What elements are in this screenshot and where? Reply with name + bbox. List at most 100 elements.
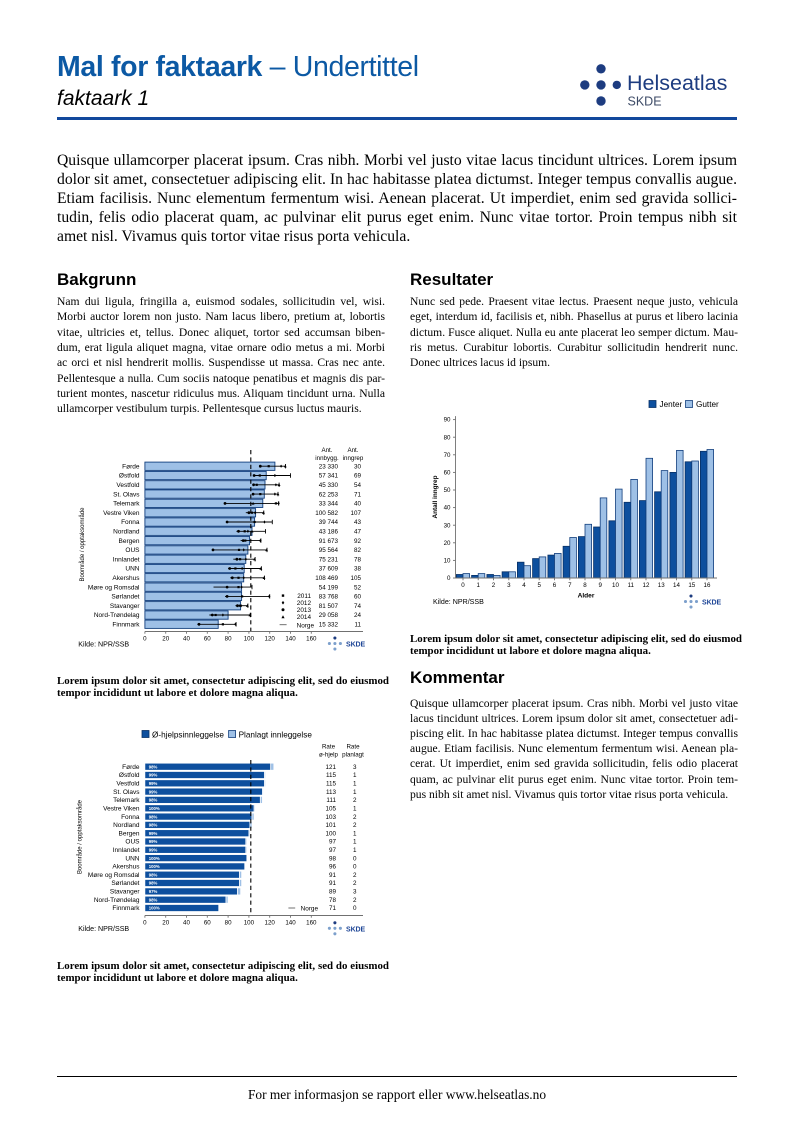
svg-text:Kilde: NPR/SSB: Kilde: NPR/SSB bbox=[433, 598, 484, 606]
svg-text:38: 38 bbox=[354, 566, 362, 573]
svg-text:113: 113 bbox=[326, 789, 337, 796]
svg-text:Nord-Trøndelag: Nord-Trøndelag bbox=[94, 897, 140, 904]
svg-text:2: 2 bbox=[353, 880, 357, 887]
svg-text:Stavanger: Stavanger bbox=[110, 889, 140, 896]
svg-text:98%: 98% bbox=[149, 823, 158, 828]
svg-text:40: 40 bbox=[354, 501, 362, 508]
svg-text:120: 120 bbox=[265, 636, 276, 643]
svg-text:23 330: 23 330 bbox=[319, 463, 339, 470]
svg-text:78: 78 bbox=[354, 556, 362, 563]
svg-text:OUS: OUS bbox=[125, 547, 140, 554]
svg-text:Akershus: Akershus bbox=[112, 575, 140, 582]
svg-text:Kilde: NPR/SSB: Kilde: NPR/SSB bbox=[78, 925, 129, 933]
svg-text:89: 89 bbox=[329, 889, 337, 896]
svg-text:St. Olavs: St. Olavs bbox=[113, 491, 140, 498]
svg-text:91: 91 bbox=[329, 880, 337, 887]
svg-text:120: 120 bbox=[265, 920, 276, 927]
svg-text:Helseatlas: Helseatlas bbox=[627, 71, 727, 95]
svg-text:20: 20 bbox=[162, 636, 169, 643]
svg-text:8: 8 bbox=[583, 582, 587, 589]
svg-text:45 330: 45 330 bbox=[319, 482, 339, 489]
svg-text:43: 43 bbox=[354, 519, 362, 526]
svg-text:0: 0 bbox=[353, 855, 357, 862]
svg-text:SKDE: SKDE bbox=[628, 95, 662, 109]
svg-text:96: 96 bbox=[329, 864, 337, 871]
svg-text:Boområde / opptaksområde: Boområde / opptaksområde bbox=[79, 507, 86, 582]
svg-text:Nordland: Nordland bbox=[113, 529, 140, 536]
svg-text:70: 70 bbox=[444, 452, 451, 459]
svg-text:97: 97 bbox=[329, 839, 337, 846]
svg-text:100%: 100% bbox=[149, 906, 160, 911]
svg-text:SKDE: SKDE bbox=[702, 600, 721, 607]
svg-text:Finnmark: Finnmark bbox=[112, 622, 140, 629]
svg-text:3: 3 bbox=[507, 582, 511, 589]
svg-text:95 564: 95 564 bbox=[319, 547, 339, 554]
svg-text:78: 78 bbox=[329, 897, 337, 904]
svg-text:Vestre Viken: Vestre Viken bbox=[103, 806, 140, 813]
svg-text:7: 7 bbox=[568, 582, 572, 589]
svg-text:10: 10 bbox=[444, 558, 451, 565]
svg-text:0: 0 bbox=[447, 575, 451, 582]
svg-text:1: 1 bbox=[353, 789, 357, 796]
svg-text:98%: 98% bbox=[149, 814, 158, 819]
svg-text:108 469: 108 469 bbox=[315, 575, 338, 582]
svg-text:83 768: 83 768 bbox=[319, 594, 339, 601]
svg-text:91: 91 bbox=[329, 872, 337, 879]
svg-text:2: 2 bbox=[492, 582, 496, 589]
svg-text:11: 11 bbox=[628, 582, 635, 589]
svg-text:Vestfold: Vestfold bbox=[116, 781, 140, 788]
svg-text:60: 60 bbox=[444, 470, 451, 477]
svg-text:Ant.: Ant. bbox=[347, 447, 358, 454]
svg-text:ø-hjelp: ø-hjelp bbox=[319, 752, 338, 759]
svg-text:2013: 2013 bbox=[297, 607, 312, 614]
svg-text:Rate: Rate bbox=[346, 744, 360, 751]
svg-text:97%: 97% bbox=[149, 889, 158, 894]
svg-text:80: 80 bbox=[225, 636, 232, 643]
svg-text:100%: 100% bbox=[149, 806, 160, 811]
svg-text:Jenter: Jenter bbox=[660, 400, 683, 409]
svg-text:80: 80 bbox=[444, 434, 451, 441]
svg-text:Ant.: Ant. bbox=[321, 447, 332, 454]
svg-text:Ø-hjelpsinnleggelse: Ø-hjelpsinnleggelse bbox=[152, 730, 224, 739]
svg-text:74: 74 bbox=[354, 603, 362, 610]
svg-text:9: 9 bbox=[598, 582, 602, 589]
svg-text:UNN: UNN bbox=[125, 855, 139, 862]
svg-text:St. Olavs: St. Olavs bbox=[113, 789, 140, 796]
svg-text:71: 71 bbox=[354, 491, 362, 498]
svg-text:Vestfold: Vestfold bbox=[116, 482, 140, 489]
svg-text:81 507: 81 507 bbox=[319, 603, 339, 610]
svg-text:98%: 98% bbox=[149, 881, 158, 886]
svg-text:2: 2 bbox=[353, 797, 357, 804]
svg-text:99%: 99% bbox=[149, 773, 158, 778]
svg-text:2011: 2011 bbox=[297, 593, 311, 600]
svg-text:20: 20 bbox=[444, 540, 451, 547]
svg-text:71: 71 bbox=[329, 905, 337, 912]
svg-text:1: 1 bbox=[353, 781, 357, 788]
svg-text:121: 121 bbox=[325, 764, 336, 771]
svg-text:30: 30 bbox=[354, 463, 362, 470]
svg-text:planlagt: planlagt bbox=[342, 752, 364, 759]
svg-text:Boområde / opptaksområde: Boområde / opptaksområde bbox=[77, 799, 84, 874]
svg-text:Sørlandet: Sørlandet bbox=[111, 594, 139, 601]
svg-text:6: 6 bbox=[553, 582, 557, 589]
svg-text:40: 40 bbox=[444, 505, 451, 512]
svg-text:1: 1 bbox=[353, 839, 357, 846]
svg-text:Norge: Norge bbox=[301, 906, 319, 913]
svg-text:Førde: Førde bbox=[122, 764, 140, 771]
svg-text:24: 24 bbox=[354, 612, 362, 619]
svg-text:1: 1 bbox=[476, 582, 480, 589]
svg-text:Bergen: Bergen bbox=[119, 830, 140, 837]
svg-text:5: 5 bbox=[537, 582, 541, 589]
svg-text:98%: 98% bbox=[149, 798, 158, 803]
svg-text:99%: 99% bbox=[149, 848, 158, 853]
svg-text:Akershus: Akershus bbox=[112, 864, 140, 871]
svg-text:62 253: 62 253 bbox=[319, 491, 339, 498]
svg-text:60: 60 bbox=[204, 920, 211, 927]
svg-text:Fonna: Fonna bbox=[121, 519, 140, 526]
svg-text:160: 160 bbox=[306, 636, 317, 643]
svg-text:1: 1 bbox=[353, 772, 357, 779]
svg-text:inngrep: inngrep bbox=[343, 455, 364, 462]
svg-text:Gutter: Gutter bbox=[696, 400, 719, 409]
svg-text:54: 54 bbox=[354, 482, 362, 489]
svg-text:20: 20 bbox=[162, 920, 169, 927]
